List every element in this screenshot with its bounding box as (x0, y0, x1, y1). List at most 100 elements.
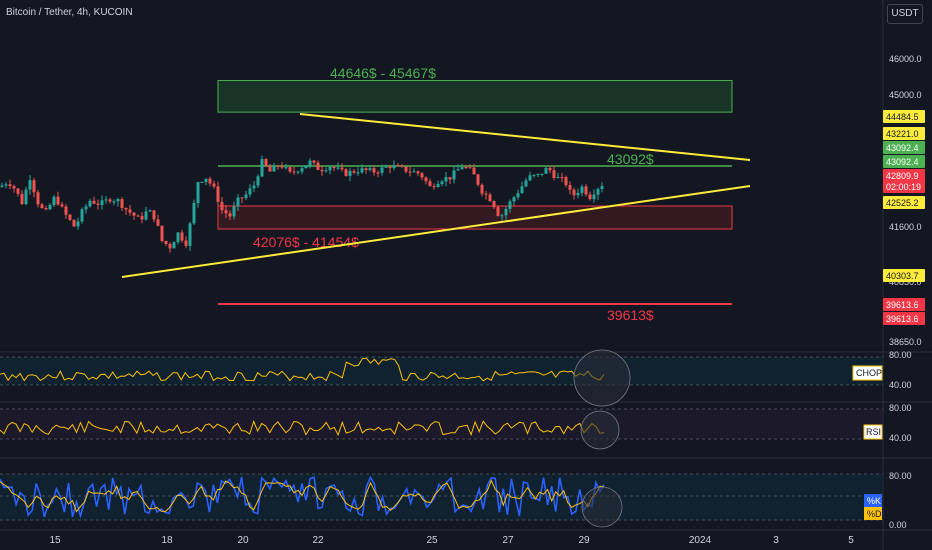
candle-body (84, 206, 88, 210)
candle-body (120, 199, 124, 208)
rsi-level-low: 40.00 (889, 433, 912, 443)
candle-body (100, 200, 104, 206)
candles-layer (0, 155, 604, 253)
candle-body (516, 193, 520, 198)
triangle-upper-line[interactable] (299, 113, 751, 161)
price-tag: 43092.4 (886, 157, 919, 167)
price-tags: 44484.5 43221.0 43092.4 43092.4 42809.902:00… (883, 110, 925, 325)
stoch-level-high: 80.00 (889, 471, 912, 481)
price-axis-tick: 45000.0 (889, 90, 922, 100)
candle-body (400, 165, 404, 167)
time-axis-label: 27 (502, 535, 514, 546)
candle-body (340, 167, 344, 170)
candle-body (272, 165, 276, 172)
candle-body (56, 196, 60, 205)
candle-body (196, 182, 200, 204)
stoch-level-low: 0.00 (889, 520, 907, 530)
rsi-tag-bg (863, 424, 883, 440)
chop-line (0, 357, 605, 382)
candle-body (264, 159, 268, 166)
candle-body (320, 169, 324, 172)
level-43092-label: 43092$ (607, 151, 654, 167)
candle-body (528, 175, 532, 181)
candle-body (76, 221, 80, 227)
price-tag: 39613.6 (886, 314, 919, 324)
price-tag: 39613.6 (886, 300, 919, 310)
indicator-tags: CHOP RSI %K %D (852, 365, 883, 520)
candle-body (416, 171, 420, 174)
candle-body (456, 169, 460, 171)
time-axis[interactable]: 15 18 20 22 25 27 29 2024 3 5 (49, 535, 854, 546)
candle-body (148, 210, 152, 212)
candle-body (192, 203, 196, 224)
currency-button[interactable]: USDT (887, 4, 923, 24)
triangle-pattern[interactable] (121, 113, 751, 278)
resistance-zone-label: 44646$ - 45467$ (330, 65, 436, 81)
candle-body (156, 219, 160, 226)
triangle-lower-line[interactable] (121, 185, 751, 278)
candle-body (244, 194, 248, 199)
candle-body (248, 188, 252, 195)
candle-body (64, 206, 68, 215)
candle-body (308, 160, 312, 166)
candle-body (204, 178, 208, 182)
candle-body (168, 243, 172, 249)
candle-body (188, 223, 192, 246)
candle-body (548, 167, 552, 171)
symbol-title[interactable]: Bitcoin / Tether, 4h, KUCOIN (6, 7, 133, 18)
stoch-d-tag: %D (867, 509, 882, 519)
time-axis-label: 2024 (689, 535, 712, 546)
candle-body (68, 214, 72, 220)
candle-body (228, 213, 232, 217)
candle-body (348, 170, 352, 176)
candle-body (316, 162, 320, 170)
candle-body (32, 180, 36, 193)
chop-level-high: 80.00 (889, 350, 912, 360)
candle-body (332, 166, 336, 168)
candle-body (152, 210, 156, 220)
candle-body (108, 199, 112, 202)
candle-body (512, 197, 516, 202)
candle-body (484, 193, 488, 195)
candle-body (412, 171, 416, 173)
chop-tag: CHOP (856, 368, 882, 378)
candle-body (536, 173, 540, 175)
stoch-k-line (0, 475, 605, 519)
stoch-k-tag-bg (864, 494, 882, 507)
candle-body (136, 215, 140, 217)
candle-body (180, 232, 184, 241)
candle-body (464, 167, 468, 169)
price-tag: 43221.0 (886, 129, 919, 139)
candle-body (480, 184, 484, 194)
candle-body (176, 232, 180, 243)
time-axis-label: 25 (426, 535, 438, 546)
candle-body (336, 167, 340, 169)
candle-body (164, 241, 168, 244)
candle-body (572, 189, 576, 196)
chop-tag-bg (852, 365, 883, 381)
candle-body (20, 193, 24, 205)
candle-body (96, 203, 100, 206)
candle-body (220, 201, 224, 211)
candle-body (116, 199, 120, 202)
zones-layer: 44646$ - 45467$ 42076$ - 41454$ 43092$ 3961… (217, 65, 733, 323)
candle-body (172, 242, 176, 249)
candle-body (124, 207, 128, 210)
candle-body (552, 170, 556, 179)
candle-body (492, 201, 496, 208)
candle-body (52, 196, 56, 206)
candle-body (160, 225, 164, 242)
candle-body (408, 171, 412, 173)
rsi-band (0, 409, 883, 439)
candle-body (428, 181, 432, 187)
candle-body (72, 219, 76, 227)
candle-body (216, 186, 220, 202)
candle-body (236, 197, 240, 207)
candle-body (312, 160, 316, 163)
candle-body (200, 181, 204, 183)
level-39613-label: 39613$ (607, 307, 654, 323)
stoch-d-tag-bg (864, 507, 882, 520)
rsi-level-high: 80.00 (889, 403, 912, 413)
time-axis-label: 3 (773, 535, 779, 546)
